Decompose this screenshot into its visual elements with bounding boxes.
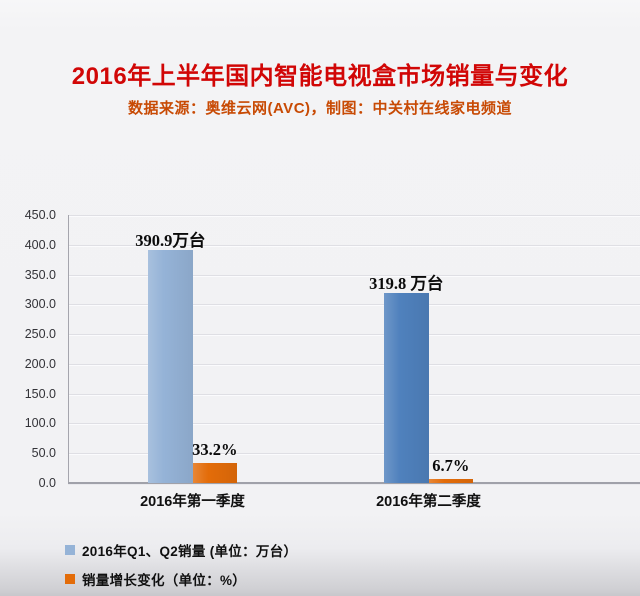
- sales-value-label: 390.9万台: [135, 231, 206, 250]
- y-axis-tick-label: 50.0: [31, 446, 56, 461]
- y-gridline: [68, 423, 640, 425]
- y-gridline: [68, 334, 640, 336]
- bar-growth: [428, 479, 473, 483]
- y-axis-tick-label: 100.0: [24, 416, 56, 431]
- y-axis-tick-label: 0.0: [38, 476, 56, 490]
- y-axis-tick-label: 150.0: [24, 386, 56, 401]
- y-axis-tick-label: 300.0: [24, 297, 56, 312]
- y-axis-line: [68, 215, 69, 483]
- bar-shading: [148, 250, 193, 483]
- bar-sales: [148, 250, 193, 483]
- bar-shading: [384, 293, 429, 483]
- x-axis-category-label: 2016年第二季度: [376, 494, 481, 510]
- y-axis-tick-label: 200.0: [24, 356, 56, 371]
- legend-swatch-icon: [65, 574, 75, 584]
- bar-sales: [384, 293, 429, 483]
- y-gridline: [68, 453, 640, 455]
- sales-value-label: 319.8 万台: [369, 274, 444, 293]
- y-gridline: [68, 274, 640, 276]
- y-axis-tick-label: 250.0: [24, 327, 56, 342]
- chart-source-note: 数据来源：奥维云网(AVC)，制图：中关村在线家电频道: [127, 100, 513, 117]
- growth-value-label: 33.2%: [192, 440, 238, 459]
- chart-title: 2016年上半年国内智能电视盒市场销量与变化: [71, 63, 569, 90]
- y-gridline: [68, 363, 640, 365]
- y-gridline: [68, 393, 640, 395]
- legend-item-sales: 2016年Q1、Q2销量 (单位：万台）: [65, 540, 297, 560]
- legend-label: 2016年Q1、Q2销量 (单位：万台）: [82, 544, 298, 559]
- legend-item-growth: 销量增长变化（单位：%）: [65, 569, 297, 589]
- y-gridline: [68, 215, 640, 216]
- bar-shading: [192, 463, 237, 483]
- y-gridline: [68, 244, 640, 246]
- y-gridline: [68, 304, 640, 306]
- growth-value-label: 6.7%: [432, 456, 470, 475]
- x-axis-line: [68, 482, 640, 484]
- y-axis-tick-label: 400.0: [24, 237, 56, 252]
- chart-header: 2016年上半年国内智能电视盒市场销量与变化 数据来源：奥维云网(AVC)，制图…: [0, 56, 640, 118]
- bar-shading: [428, 479, 473, 483]
- legend-label: 销量增长变化（单位：%）: [82, 573, 247, 588]
- bar-growth: [192, 463, 237, 483]
- y-axis-tick-label: 450.0: [24, 208, 56, 222]
- y-axis-tick-label: 350.0: [24, 267, 56, 282]
- x-axis-category-label: 2016年第一季度: [140, 494, 245, 510]
- legend-swatch-icon: [65, 545, 75, 555]
- chart-legend: 2016年Q1、Q2销量 (单位：万台） 销量增长变化（单位：%）: [65, 540, 297, 596]
